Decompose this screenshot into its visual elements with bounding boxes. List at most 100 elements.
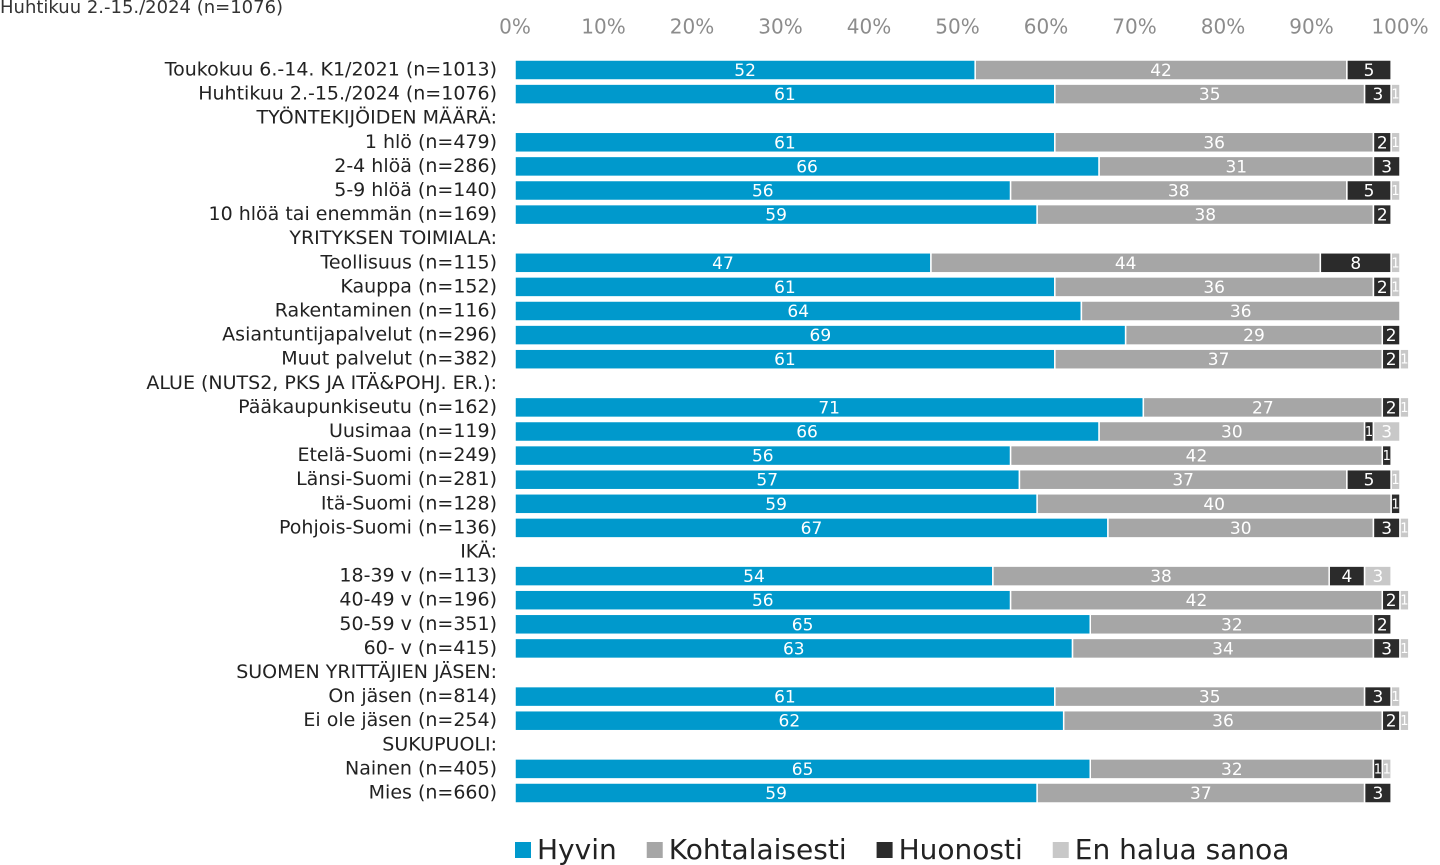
data-label: 1: [1391, 256, 1399, 271]
data-label: 30: [1221, 423, 1243, 443]
data-label: 3: [1372, 85, 1383, 105]
data-label: 5: [1364, 471, 1375, 491]
bar-segment: [1390, 493, 1401, 515]
data-label: 38: [1194, 206, 1216, 226]
x-tick-label: 30%: [758, 15, 802, 39]
bar-segment: [1390, 179, 1401, 202]
data-label: 8: [1350, 254, 1361, 274]
data-label: 66: [796, 157, 818, 177]
category-label: Itä-Suomi (n=128): [321, 492, 497, 514]
data-label: 5: [1364, 61, 1375, 81]
bar-segment: [1381, 444, 1392, 467]
data-label: 1: [1400, 401, 1408, 416]
data-label: 54: [743, 567, 765, 587]
data-label: 65: [792, 760, 814, 780]
data-label: 4: [1341, 567, 1352, 587]
category-label: 50-59 v (n=351): [339, 613, 497, 635]
data-label: 1: [1400, 353, 1408, 368]
data-label: 1: [1383, 449, 1391, 464]
data-label: 42: [1186, 591, 1208, 611]
x-tick-label: 60%: [1024, 15, 1068, 39]
category-label: Toukokuu 6.-14. K1/2021 (n=1013): [164, 59, 497, 81]
data-label: 36: [1203, 133, 1225, 153]
category-label: Ei ole jäsen (n=254): [303, 709, 497, 731]
data-label: 1: [1400, 642, 1408, 657]
data-label: 38: [1150, 567, 1172, 587]
x-tick-label: 100%: [1371, 15, 1428, 39]
category-label: 40-49 v (n=196): [339, 589, 497, 611]
category-label: 2-4 hlöä (n=286): [334, 155, 497, 177]
bar-segment: [1080, 300, 1401, 322]
legend-swatch: [876, 842, 893, 858]
data-label: 62: [779, 712, 801, 732]
data-label: 59: [765, 206, 787, 226]
bar-segment: [1390, 276, 1401, 298]
category-label: Pääkaupunkiseutu (n=162): [238, 396, 497, 418]
data-label: 3: [1372, 784, 1383, 804]
data-label: 1: [1391, 88, 1399, 103]
category-label: 1 hlö (n=479): [365, 131, 497, 153]
data-label: 66: [796, 423, 818, 443]
data-label: 3: [1381, 157, 1392, 177]
x-tick-label: 0%: [499, 15, 531, 39]
data-label: 35: [1199, 688, 1221, 708]
bar-segment: [1381, 758, 1392, 780]
data-label: 61: [774, 278, 796, 298]
data-label: 37: [1208, 350, 1230, 370]
data-label: 3: [1381, 639, 1392, 659]
bar-segment: [1390, 252, 1401, 274]
data-label: 1: [1400, 714, 1408, 729]
category-label: Mies (n=660): [369, 782, 497, 804]
data-label: 65: [792, 615, 814, 635]
bar-segment: [1390, 468, 1401, 491]
bar-segment: [1399, 637, 1410, 660]
data-label: 69: [810, 326, 832, 346]
data-label: 1: [1400, 521, 1408, 536]
data-label: 1: [1391, 184, 1399, 199]
category-label: SUKUPUOLI:: [382, 733, 497, 755]
data-label: 1: [1365, 425, 1373, 440]
bar-segment: [1390, 131, 1401, 154]
bar-segment: [1399, 709, 1410, 732]
data-label: 52: [734, 61, 756, 81]
data-label: 35: [1199, 85, 1221, 105]
bar-segment: [1363, 565, 1392, 587]
data-label: 71: [818, 398, 840, 418]
data-label: 1: [1391, 136, 1399, 151]
data-label: 1: [1383, 762, 1391, 777]
category-label: Asiantuntijapalvelut (n=296): [222, 324, 497, 346]
data-label: 32: [1221, 615, 1243, 635]
x-tick-label: 40%: [847, 15, 891, 39]
data-label: 44: [1115, 254, 1137, 274]
data-label: 3: [1381, 423, 1392, 443]
category-label: Teollisuus (n=115): [319, 251, 497, 273]
data-label: 3: [1381, 519, 1392, 539]
bar-segment: [1399, 517, 1410, 539]
data-label: 56: [752, 591, 774, 611]
data-label: 30: [1230, 519, 1252, 539]
data-label: 36: [1203, 278, 1225, 298]
x-tick-label: 20%: [670, 15, 714, 39]
data-label: 34: [1212, 639, 1234, 659]
category-label: YRITYKSEN TOIMIALA:: [288, 227, 497, 249]
bar-segment: [1363, 782, 1392, 804]
data-label: 61: [774, 133, 796, 153]
bar-segment: [1381, 324, 1401, 346]
data-label: 2: [1386, 398, 1397, 418]
category-label: Pohjois-Suomi (n=136): [279, 516, 497, 538]
category-label: TYÖNTEKIJÖIDEN MÄÄRÄ:: [256, 106, 497, 129]
bar-segment: [1390, 685, 1401, 708]
category-label: Uusimaa (n=119): [329, 420, 497, 442]
bar-segment: [1372, 420, 1401, 443]
bar-segment: [1372, 203, 1392, 226]
data-label: 37: [1190, 784, 1212, 804]
data-label: 1: [1391, 280, 1399, 295]
bar-segment: [1399, 396, 1410, 419]
bar-segment: [1399, 348, 1410, 370]
category-label: 60- v (n=415): [364, 637, 497, 659]
data-label: 2: [1377, 615, 1388, 635]
data-label: 2: [1377, 133, 1388, 153]
bar-segment: [1346, 59, 1392, 81]
data-label: 56: [752, 447, 774, 467]
